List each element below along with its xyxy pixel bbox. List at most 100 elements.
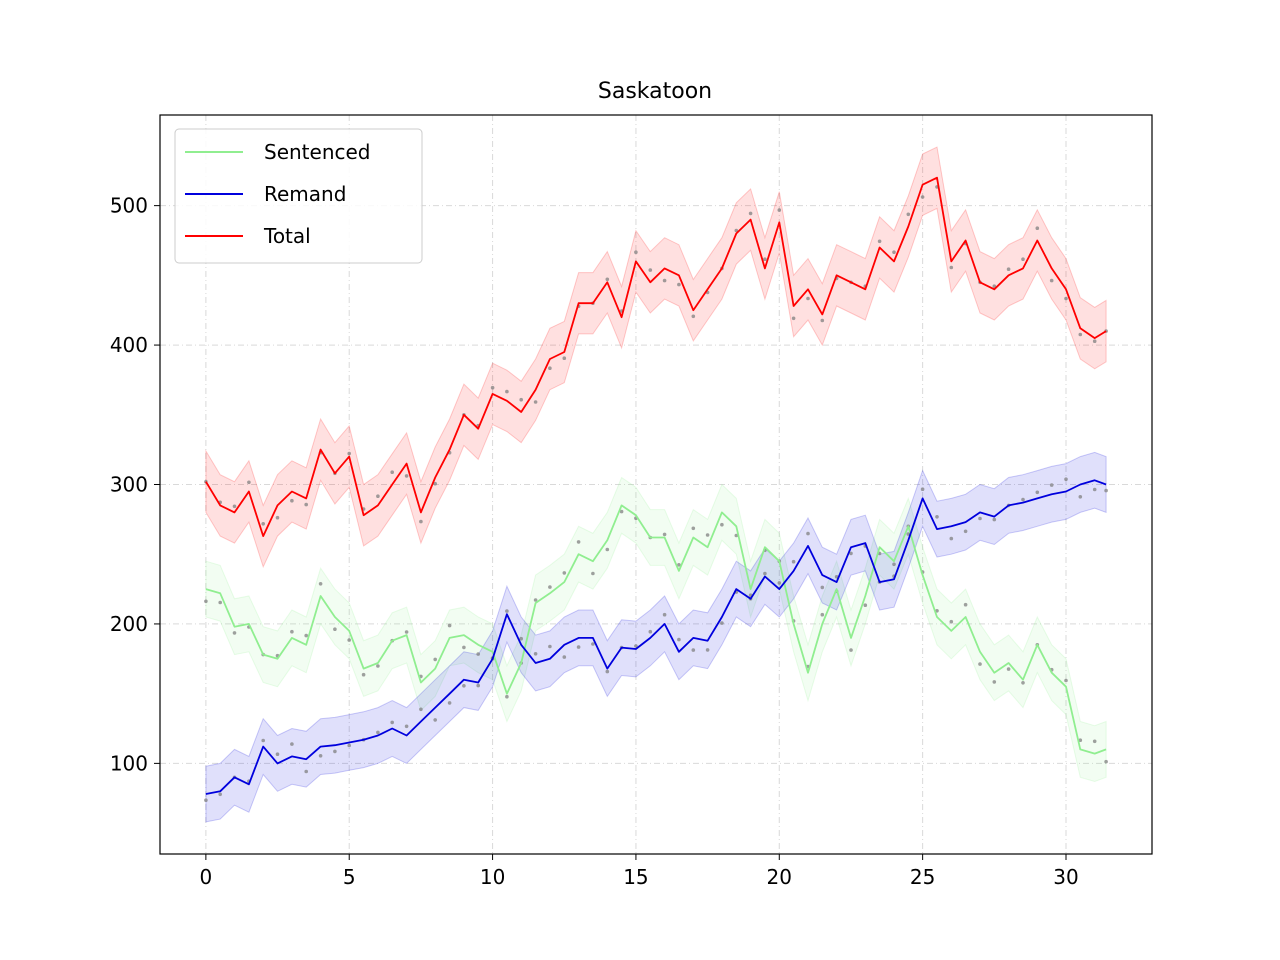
legend-label: Sentenced: [264, 140, 371, 164]
chart-title: Saskatoon: [598, 79, 712, 104]
sentenced-point: [347, 638, 352, 642]
remand-point: [562, 655, 567, 659]
sentenced-point: [963, 602, 968, 607]
remand-point: [447, 701, 452, 705]
sentenced-point: [619, 509, 624, 514]
sentenced-point: [1078, 738, 1083, 742]
total-point: [562, 356, 567, 361]
sentenced-point: [533, 598, 538, 602]
sentenced-point: [333, 627, 337, 631]
remand-point: [691, 648, 696, 652]
remand-point: [462, 684, 466, 688]
sentenced-point: [992, 680, 997, 684]
total-point: [390, 470, 395, 475]
remand-point: [404, 724, 409, 729]
sentenced-point: [1104, 759, 1108, 764]
x-tick-label: 5: [343, 865, 356, 889]
remand-point: [1064, 477, 1068, 482]
x-tick-label: 25: [910, 865, 935, 889]
total-point: [505, 389, 509, 394]
total-point: [490, 385, 495, 390]
remand-point: [992, 517, 997, 522]
remand-point: [978, 516, 982, 521]
series-lines: [205, 176, 1107, 795]
total-point: [992, 284, 997, 289]
remand-point: [777, 581, 782, 585]
remand-point: [820, 585, 825, 590]
sentenced-point: [447, 623, 452, 628]
total-band: [205, 146, 1107, 569]
sentenced-point: [505, 694, 509, 699]
remand-point: [1078, 495, 1083, 499]
total-point: [662, 278, 667, 283]
remand-point: [318, 754, 323, 758]
remand-point: [476, 683, 481, 688]
remand-point: [849, 551, 853, 556]
total-point: [1064, 296, 1068, 301]
total-point: [763, 257, 767, 262]
total-point: [433, 481, 438, 486]
legend-box: [174, 128, 423, 264]
total-line: [205, 176, 1107, 537]
total-point: [691, 314, 696, 319]
sentenced-point: [691, 526, 696, 531]
remand-point: [1104, 488, 1108, 493]
total-point: [1078, 332, 1083, 337]
sentenced-point: [232, 631, 237, 635]
total-point: [275, 515, 280, 520]
remand-point: [548, 644, 552, 649]
remand-point: [806, 531, 810, 536]
sentenced-point: [576, 540, 581, 544]
x-tick-label: 15: [623, 865, 648, 889]
sentenced-point: [1064, 678, 1068, 683]
sentenced-point: [892, 562, 896, 567]
remand-point: [1035, 490, 1040, 495]
x-axis: 0 5 10 15 20 25 30: [200, 854, 1079, 889]
total-point: [533, 400, 538, 404]
total-point: [1092, 339, 1097, 344]
total-point: [892, 250, 896, 254]
y-tick-label: 200: [110, 612, 148, 636]
total-point: [247, 480, 251, 485]
remand-point: [763, 571, 767, 576]
remand-point: [634, 644, 638, 648]
remand-point: [705, 648, 710, 652]
remand-point: [218, 792, 222, 797]
y-tick-label: 300: [110, 473, 148, 497]
remand-point: [1092, 487, 1097, 492]
remand-point: [605, 669, 610, 674]
x-tick-label: 10: [480, 865, 505, 889]
total-point: [376, 494, 380, 499]
remand-point: [720, 621, 724, 625]
legend-label: Remand: [264, 182, 346, 206]
remand-point: [505, 609, 509, 613]
sentenced-point: [1006, 667, 1011, 671]
sentenced-point: [476, 652, 481, 656]
x-tick-label: 20: [767, 865, 792, 889]
sentenced-line: [205, 504, 1107, 755]
remand-point: [261, 738, 266, 743]
total-point: [949, 265, 954, 270]
sentenced-point: [820, 612, 825, 617]
remand-point: [533, 652, 538, 656]
total-point: [648, 268, 653, 272]
total-point: [347, 451, 352, 456]
total-point: [906, 212, 911, 217]
total-point: [1006, 267, 1011, 272]
total-point: [791, 316, 796, 321]
remand-point: [275, 752, 280, 756]
total-point: [404, 474, 409, 478]
remand-band: [205, 451, 1107, 823]
sentenced-point: [720, 522, 724, 527]
sentenced-point: [677, 563, 681, 567]
sentenced-point: [705, 533, 710, 537]
remand-point: [1049, 483, 1054, 487]
total-point: [634, 250, 638, 254]
remand-line: [205, 479, 1107, 795]
remand-point: [376, 730, 380, 735]
remand-point: [347, 743, 352, 748]
total-point: [677, 282, 681, 287]
total-point: [1049, 278, 1054, 283]
remand-point: [920, 487, 925, 492]
remand-point: [419, 707, 423, 712]
